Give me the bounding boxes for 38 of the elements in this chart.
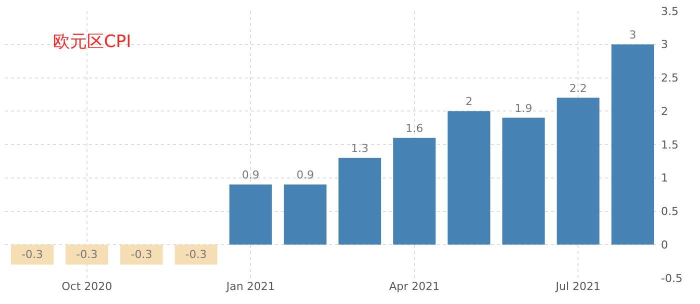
y-tick-label: 3 bbox=[661, 38, 668, 52]
bar bbox=[611, 44, 654, 245]
data-label: 0.9 bbox=[296, 168, 314, 182]
data-label: -0.3 bbox=[22, 248, 44, 262]
bar bbox=[11, 244, 54, 265]
x-tick-label: Apr 2021 bbox=[389, 280, 440, 293]
bar bbox=[338, 158, 382, 245]
x-tick-label: Jul 2021 bbox=[554, 280, 601, 293]
bar bbox=[502, 118, 545, 245]
bar bbox=[448, 111, 490, 245]
y-tick-label: -0.5 bbox=[661, 272, 682, 285]
y-tick-label: 0.5 bbox=[661, 205, 678, 218]
data-label: 1.3 bbox=[351, 142, 369, 155]
bar bbox=[120, 244, 163, 265]
y-tick-label: 2.5 bbox=[661, 72, 678, 85]
data-label: -0.3 bbox=[185, 248, 207, 262]
data-label: -0.3 bbox=[130, 248, 152, 262]
y-tick-label: 0 bbox=[661, 238, 668, 252]
data-label: 2.2 bbox=[569, 82, 587, 95]
bar bbox=[393, 138, 436, 245]
data-label: 1.6 bbox=[406, 122, 424, 135]
data-label: 2 bbox=[465, 95, 472, 108]
bar bbox=[229, 184, 272, 245]
text: 欧元区CPI bbox=[53, 32, 132, 52]
y-tick-label: 1 bbox=[661, 172, 668, 185]
bar bbox=[556, 98, 600, 245]
data-label: 0.9 bbox=[242, 168, 260, 182]
y-tick-label: 2 bbox=[661, 104, 668, 118]
bar bbox=[66, 244, 108, 265]
bar bbox=[174, 244, 218, 265]
data-label: -0.3 bbox=[76, 248, 98, 262]
bar bbox=[284, 184, 326, 245]
x-tick-label: Jan 2021 bbox=[225, 280, 275, 293]
x-tick-label: Oct 2020 bbox=[62, 280, 112, 293]
y-tick-label: 3.5 bbox=[661, 4, 678, 18]
y-tick-label: 1.5 bbox=[661, 138, 678, 152]
data-label: 3 bbox=[629, 28, 636, 42]
data-label: 1.9 bbox=[514, 102, 532, 115]
